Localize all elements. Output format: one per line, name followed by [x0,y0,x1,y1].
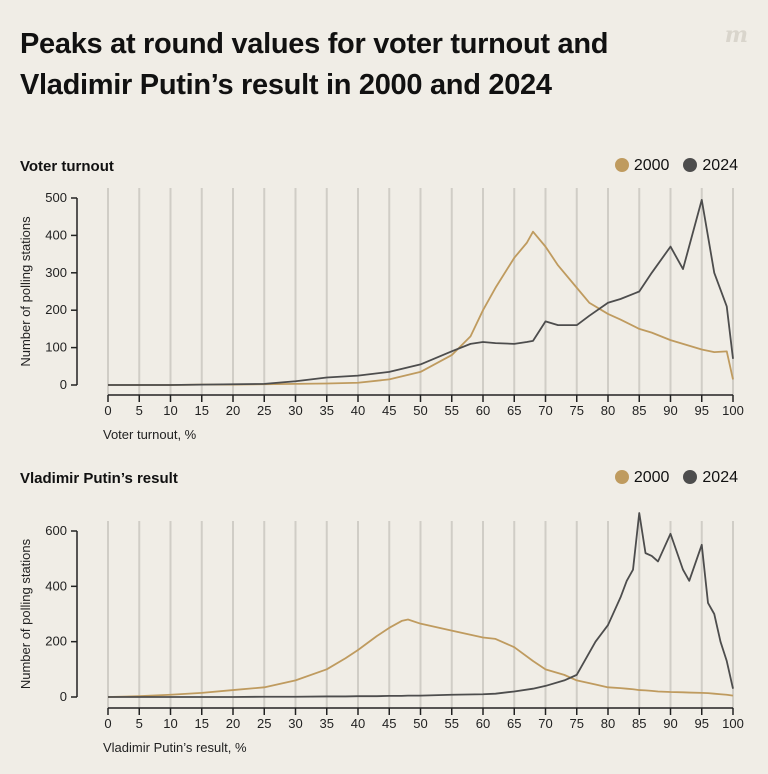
x-tick-label: 55 [445,403,459,418]
x-tick-label: 50 [413,716,427,731]
y-tick-label: 300 [45,265,67,280]
y-tick-label: 500 [45,190,67,205]
y-tick-label: 100 [45,340,67,355]
chart-1-subtitle: Voter turnout [20,158,114,175]
legend-label: 2000 [633,157,670,174]
x-tick-label: 45 [382,716,396,731]
legend-swatch-2000 [614,470,629,484]
legend-label: 2024 [702,469,738,486]
x-tick-label: 90 [663,403,677,418]
x-tick-label: 10 [163,716,177,731]
x-tick-label: 45 [382,403,396,418]
x-tick-label: 95 [695,403,709,418]
x-tick-label: 0 [104,716,111,731]
x-axis-label: Voter turnout, % [103,427,197,442]
x-tick-label: 85 [632,716,646,731]
x-tick-label: 5 [136,716,143,731]
y-tick-label: 200 [45,302,67,317]
legend-item-2024: 2024 [683,157,738,175]
x-tick-label: 100 [722,716,744,731]
x-tick-label: 25 [257,716,271,731]
x-axis-label: Vladimir Putin’s result, % [103,740,247,755]
chart-2-subtitle: Vladimir Putin’s result [20,470,178,487]
series-line-2024 [108,512,734,698]
y-tick-label: 600 [45,523,67,538]
legend-item-2000: 2000 [614,157,670,175]
series-line-2000 [107,618,734,698]
x-tick-label: 60 [476,403,490,418]
chart-1-legend: 2000 2024 [614,157,738,175]
x-tick-label: 90 [663,716,677,731]
x-tick-label: 15 [195,403,209,418]
x-tick-label: 30 [288,716,302,731]
x-tick-label: 30 [288,403,302,418]
x-tick-label: 60 [476,716,490,731]
x-tick-label: 65 [507,716,521,731]
y-tick-label: 200 [45,634,67,649]
chart-2: 0 5 10 15 20 25 30 35 40 45 50 55 60 65 70 75 80 85 90 95 10… [18,512,744,755]
series-line-2024 [108,198,734,386]
x-tick-label: 35 [320,716,334,731]
x-tick-label: 40 [351,403,365,418]
x-tick-label: 65 [507,403,521,418]
y-axis-label: Number of polling stations [18,538,33,689]
legend-swatch-2024 [683,158,698,172]
x-tick-label: 15 [195,716,209,731]
x-tick-label: 85 [632,403,646,418]
x-tick-label: 55 [445,716,459,731]
x-tick-label: 70 [538,716,552,731]
x-tick-label: 95 [695,716,709,731]
chart-1: 0 5 10 15 20 25 30 35 40 45 50 55 60 65 70 75 80 85 90 95 10… [18,188,744,442]
legend-swatch-2000 [614,158,629,172]
legend-item-2024: 2024 [683,469,738,487]
x-tick-label: 50 [413,403,427,418]
x-tick-label: 0 [104,403,111,418]
x-tick-label: 100 [722,403,744,418]
x-tick-label: 80 [601,716,615,731]
x-tick-label: 20 [226,716,240,731]
y-tick-label: 0 [60,689,67,704]
y-tick-label: 0 [60,377,67,392]
x-tick-label: 80 [601,403,615,418]
x-tick-label: 25 [257,403,271,418]
x-tick-label: 40 [351,716,365,731]
x-tick-label: 70 [538,403,552,418]
legend-label: 2024 [702,157,738,174]
legend-label: 2000 [633,469,670,486]
y-axis-label: Number of polling stations [18,216,33,367]
y-tick-label: 400 [45,227,67,242]
x-tick-label: 75 [570,716,584,731]
x-tick-label: 35 [320,403,334,418]
publisher-logo: m [724,22,748,48]
legend-item-2000: 2000 [614,469,670,487]
x-tick-label: 10 [163,403,177,418]
legend-swatch-2024 [683,470,698,484]
x-tick-label: 75 [570,403,584,418]
x-tick-label: 5 [136,403,143,418]
chart-2-legend: 2000 2024 [614,469,738,487]
x-tick-label: 20 [226,403,240,418]
y-tick-label: 400 [45,578,67,593]
page-title: Peaks at round values for voter turnout … [20,28,609,101]
